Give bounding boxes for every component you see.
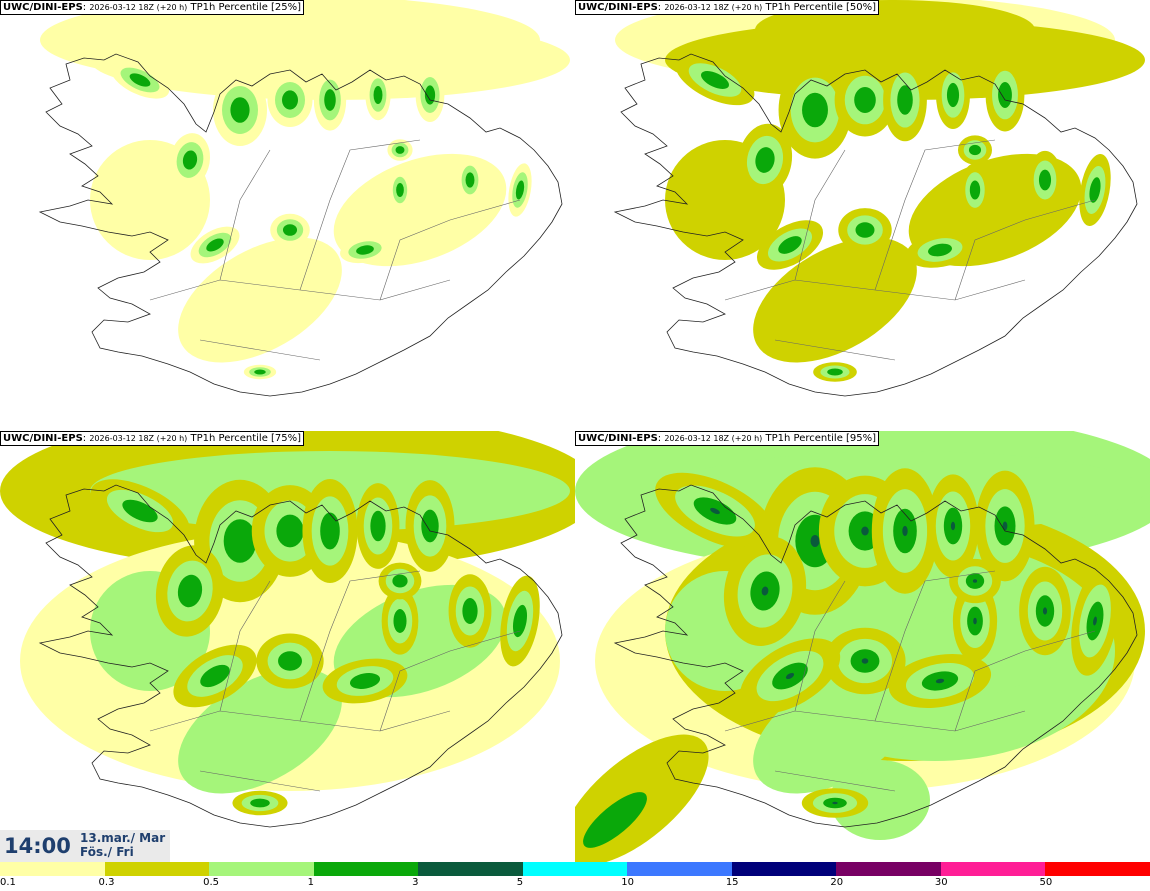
colorbar-segment — [627, 862, 732, 876]
coastline — [38, 53, 563, 397]
coastline — [38, 484, 563, 828]
run-info: 2026-03-12 18Z (+20 h) — [664, 434, 763, 443]
colorbar-segment — [522, 862, 628, 876]
field-name: TP1h Percentile [75%] — [190, 433, 302, 444]
colorbar-tick-label: 0.5 — [203, 877, 219, 888]
colorbar-segment — [1045, 862, 1150, 876]
panel-title: UWC/DINI-EPS: 2026-03-12 18Z (+20 h) TP1… — [575, 431, 880, 446]
map-panel: UWC/DINI-EPS: 2026-03-12 18Z (+20 h) TP1… — [0, 431, 575, 862]
road-lines — [724, 139, 1096, 361]
valid-date-line1: 13.mar./ Mar — [80, 831, 166, 845]
valid-time: 14:00 — [4, 834, 71, 858]
colorbar-segment — [313, 862, 419, 876]
model-name: UWC/DINI-EPS — [3, 433, 83, 444]
road-lines — [149, 570, 521, 792]
colorbar-tick-label: 10 — [621, 877, 634, 888]
colorbar-tick-label: 0.3 — [98, 877, 115, 888]
road-lines — [149, 139, 521, 361]
colorbar-segment — [940, 862, 1046, 876]
model-name: UWC/DINI-EPS — [578, 433, 658, 444]
valid-date-line2: Fös./ Fri — [80, 845, 134, 859]
colorbar-tick-label: 1 — [307, 877, 314, 888]
run-info: 2026-03-12 18Z (+20 h) — [89, 3, 188, 12]
map-panel: UWC/DINI-EPS: 2026-03-12 18Z (+20 h) TP1… — [0, 0, 575, 431]
colorbar-segment — [836, 862, 941, 876]
coastline — [613, 484, 1138, 828]
colorbar-tick-label: 5 — [516, 877, 524, 888]
map-panel: UWC/DINI-EPS: 2026-03-12 18Z (+20 h) TP1… — [575, 431, 1150, 862]
field-name: TP1h Percentile [25%] — [190, 2, 302, 13]
colorbar-ticks: 0.1 0.3 0.5 1 3 5 10 15 20 30 50 — [0, 876, 1150, 891]
colorbar-segment — [731, 862, 837, 876]
colorbar-tick-label: 0.1 — [0, 877, 16, 888]
map-panel: UWC/DINI-EPS: 2026-03-12 18Z (+20 h) TP1… — [575, 0, 1150, 431]
colorbar-segment — [104, 862, 210, 876]
colorbar-tick-label: 50 — [1039, 877, 1053, 888]
precip-map — [38, 0, 570, 397]
valid-time-box: 14:00 13.mar./ Mar Fös./ Fri — [0, 830, 170, 862]
colorbar-tick-label: 3 — [412, 877, 419, 888]
colorbar-tick-label: 30 — [934, 877, 948, 888]
panel-title: UWC/DINI-EPS: 2026-03-12 18Z (+20 h) TP1… — [575, 0, 880, 15]
colorbar-tick-label: 15 — [725, 877, 739, 888]
precip-colorbar — [0, 862, 1150, 876]
colorbar-segment — [209, 862, 314, 876]
valid-date: 13.mar./ Mar Fös./ Fri — [80, 831, 165, 859]
run-info: 2026-03-12 18Z (+20 h) — [89, 434, 188, 443]
precip-map — [0, 431, 575, 828]
colorbar-tick-label: 20 — [830, 877, 844, 888]
model-name: UWC/DINI-EPS — [3, 2, 83, 13]
panel-title: UWC/DINI-EPS: 2026-03-12 18Z (+20 h) TP1… — [0, 0, 305, 15]
precip-map — [613, 0, 1145, 397]
colorbar-segment — [418, 862, 523, 876]
road-lines — [724, 570, 1096, 792]
precip-map — [575, 431, 1150, 862]
colorbar-segment — [0, 862, 105, 876]
field-name: TP1h Percentile [50%] — [765, 2, 877, 13]
field-name: TP1h Percentile [95%] — [765, 433, 877, 444]
run-info: 2026-03-12 18Z (+20 h) — [664, 3, 763, 12]
coastline — [613, 53, 1138, 397]
model-name: UWC/DINI-EPS — [578, 2, 658, 13]
panel-title: UWC/DINI-EPS: 2026-03-12 18Z (+20 h) TP1… — [0, 431, 305, 446]
